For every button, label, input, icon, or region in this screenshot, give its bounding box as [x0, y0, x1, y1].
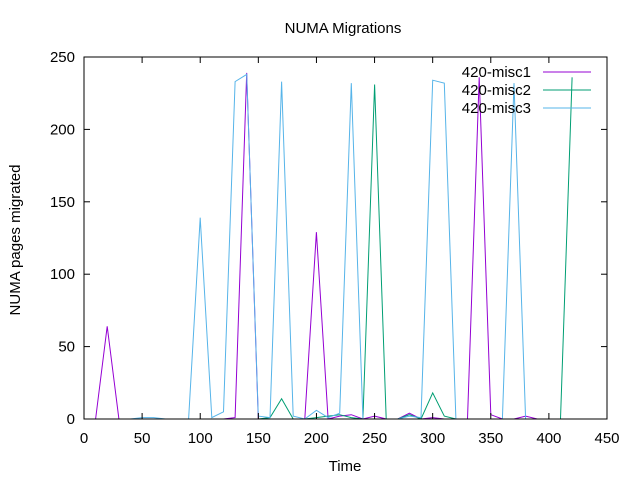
x-tick-label: 0	[80, 430, 88, 447]
y-tick-label: 250	[50, 49, 75, 66]
x-axis-label: Time	[329, 458, 362, 475]
x-tick-label: 400	[536, 430, 561, 447]
y-axis: 0 50 100 150 200 250	[50, 49, 607, 428]
x-tick-label: 350	[478, 430, 503, 447]
x-tick-label: 250	[362, 430, 387, 447]
x-axis: 0 50 100 150 200 250 300 350 400 450	[80, 57, 620, 447]
y-tick-label: 100	[50, 266, 75, 283]
x-tick-label: 150	[246, 430, 271, 447]
plot-frame	[83, 56, 608, 420]
legend-label: 420-misc1	[462, 64, 531, 81]
y-tick-label: 0	[67, 411, 75, 428]
legend-label: 420-misc2	[462, 82, 531, 99]
legend-label: 420-misc3	[462, 100, 531, 117]
y-tick-label: 150	[50, 194, 75, 211]
x-tick-label: 100	[188, 430, 213, 447]
y-tick-label: 50	[58, 339, 75, 356]
y-tick-label: 200	[50, 121, 75, 138]
x-tick-label: 300	[420, 430, 445, 447]
x-tick-label: 50	[134, 430, 151, 447]
x-tick-label: 450	[594, 430, 619, 447]
chart-title: NUMA Migrations	[285, 20, 402, 37]
x-tick-label: 200	[304, 430, 329, 447]
y-axis-label: NUMA pages migrated	[7, 165, 24, 316]
